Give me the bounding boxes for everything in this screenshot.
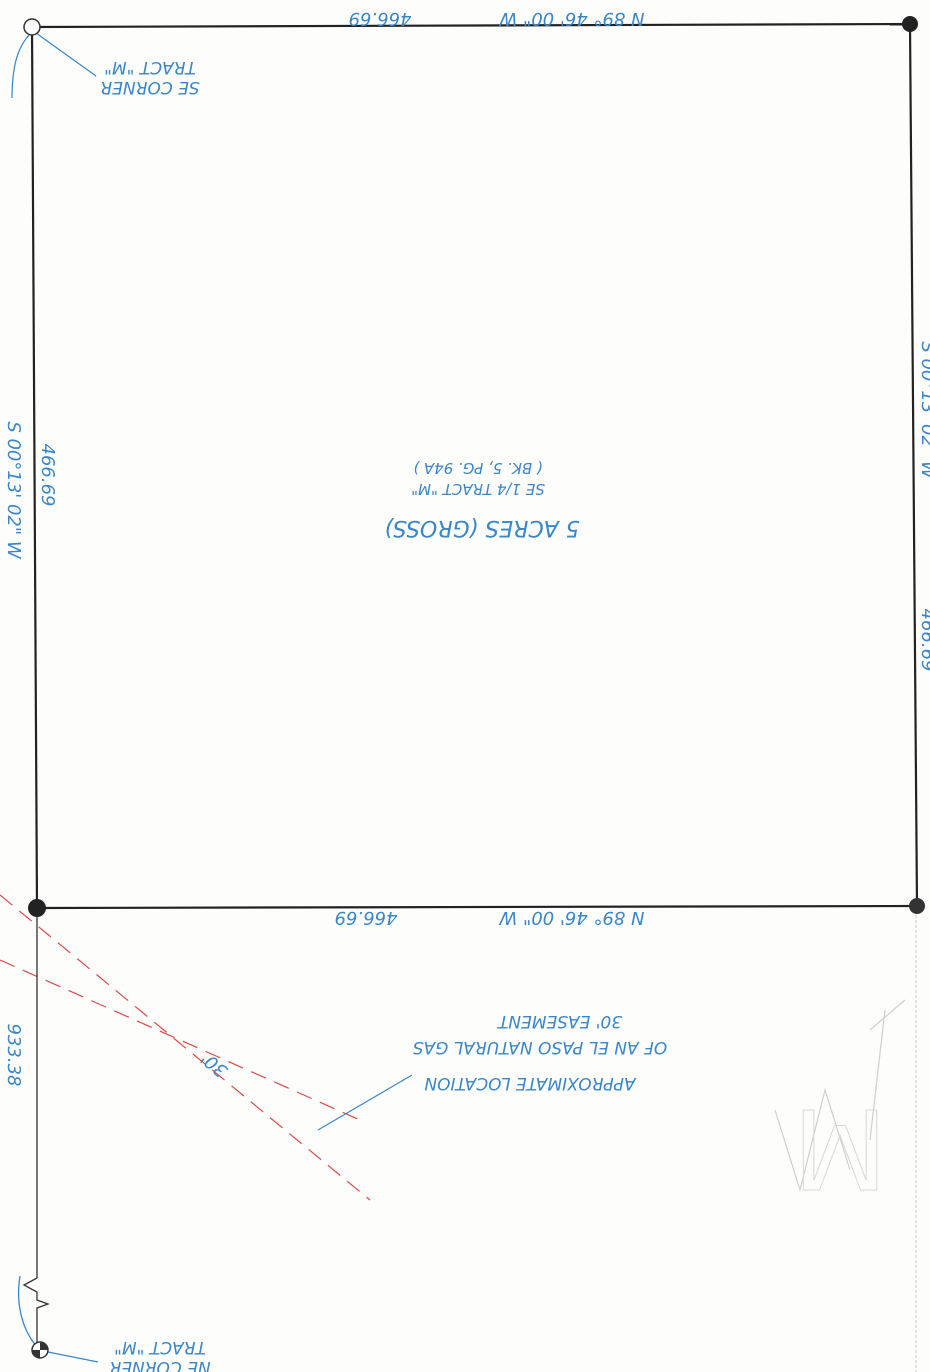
left-distance: 466.69 (37, 444, 58, 507)
corner-markers (23, 16, 925, 1359)
easement-note-line1: APPROXIMATE LOCATION (424, 1073, 636, 1093)
ne-corner-label: NE CORNER (109, 1357, 210, 1372)
top-bearing: N 89° 46' 00" W (498, 8, 644, 29)
bottom-distance: 466.69 (335, 907, 398, 928)
background-letter: M (793, 1084, 888, 1212)
se-corner-marker (23, 18, 41, 36)
bottom-bearing: N 89° 46' 00" W (498, 907, 644, 928)
ne-corner-leader (47, 1351, 99, 1363)
ne-boundary-marker (28, 899, 46, 917)
easement-lines (0, 894, 371, 1201)
se-corner-arc (11, 26, 39, 99)
right-distance: 466.69 (917, 609, 930, 672)
sw-corner-marker (909, 898, 925, 914)
tract-name: SE 1/4 TRACT "M" (411, 480, 545, 498)
faint-background-marks (774, 910, 917, 1372)
se-corner-tract: TRACT "M" (104, 57, 196, 77)
left-bearing: S 00°13' 02" W (3, 421, 24, 560)
top-distance: 466.69 (349, 8, 412, 29)
easement-note-line2: OF AN EL PASO NATURAL GAS (413, 1037, 668, 1057)
tract-area: 5 ACRES (GROSS) (384, 515, 580, 540)
tract-book-page: ( BK. 5, PG. 94A ) (413, 459, 543, 477)
easement-leader-line (317, 1074, 413, 1131)
easement-width: 30' (197, 1047, 232, 1081)
right-bearing: S 00°13' 02" W (917, 341, 930, 480)
nw-corner-marker (902, 16, 918, 32)
tract-boundary (30, 22, 919, 910)
se-corner-label: SE CORNER (100, 77, 199, 97)
ne-corner-tract: TRACT "M" (114, 1337, 206, 1357)
easement-note-line3: 30' EASEMENT (496, 1011, 622, 1031)
survey-distance: 933.38 (3, 1024, 24, 1087)
se-corner-leader (35, 32, 97, 77)
